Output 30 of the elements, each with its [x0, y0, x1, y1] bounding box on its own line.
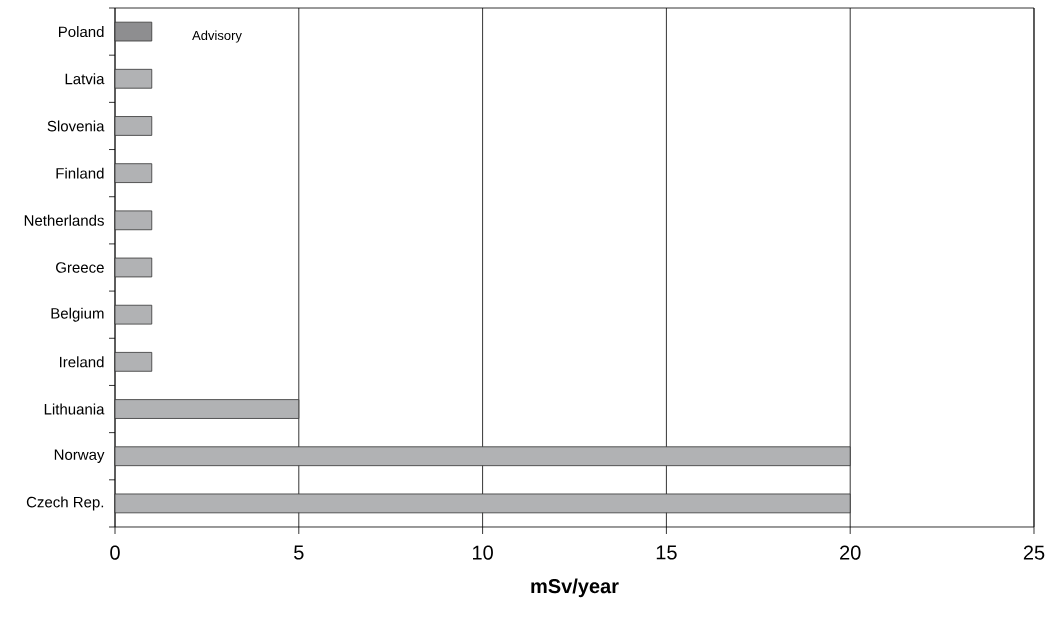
x-tick-label: 5	[294, 545, 304, 560]
y-tick-label: Slovenia	[47, 120, 105, 132]
x-tick-label: 20	[840, 545, 861, 560]
x-tick-label: 15	[656, 545, 677, 560]
bar	[114, 352, 153, 372]
y-tick-label: Greece	[56, 262, 104, 273]
bar	[114, 257, 153, 278]
y-tick-label: Latvia	[65, 73, 105, 85]
y-tick-label: Belgium	[51, 307, 104, 322]
bar	[114, 163, 153, 183]
x-tick-label: 25	[1023, 545, 1045, 560]
bar	[114, 68, 153, 89]
x-tick-label: 0	[110, 545, 120, 560]
y-tick-label: Czech Rep.	[26, 496, 104, 511]
y-tick-label: Netherlands	[24, 214, 104, 226]
bar	[114, 304, 153, 325]
bar	[114, 210, 153, 231]
y-tick-label: Norway	[54, 449, 105, 463]
x-axis-title: mSv/year	[531, 578, 619, 598]
bar	[114, 116, 153, 136]
bar	[114, 399, 300, 419]
y-tick-label: Lithuania	[44, 403, 105, 415]
bar	[114, 446, 851, 467]
y-tick-label: Ireland	[59, 356, 104, 368]
bar	[114, 21, 153, 42]
annotation: Advisory	[192, 30, 242, 43]
y-tick-label: Poland	[58, 26, 104, 38]
bar	[114, 493, 851, 514]
x-tick-label: 10	[473, 545, 493, 560]
y-tick-label: Finland	[56, 167, 104, 179]
